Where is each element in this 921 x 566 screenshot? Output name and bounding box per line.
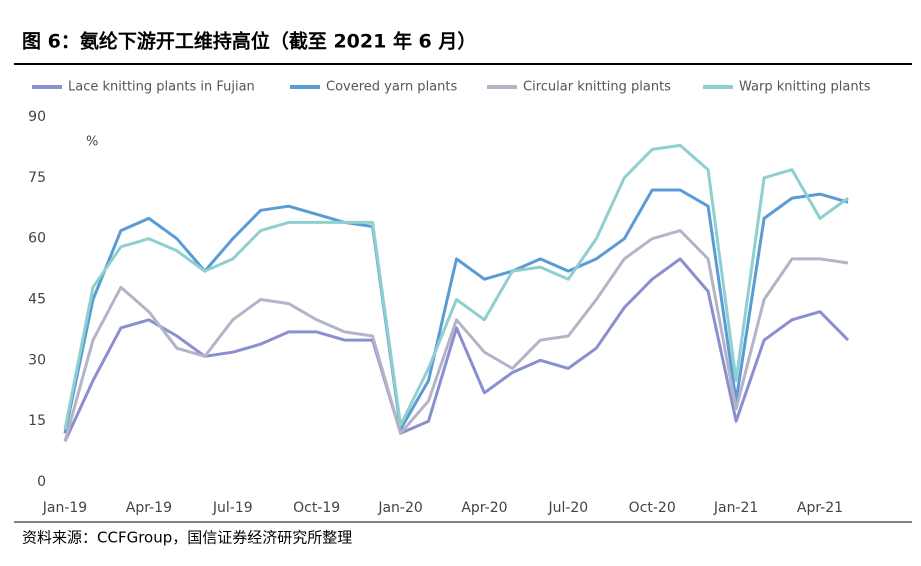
y-tick-label: 90	[28, 109, 46, 125]
y-tick-label: 30	[28, 352, 46, 368]
legend-label: Covered yarn plants	[326, 80, 457, 95]
y-unit: %	[86, 135, 98, 150]
series-line	[63, 143, 849, 430]
x-tick-label: Jul-19	[212, 500, 253, 516]
legend-label: Warp knitting plants	[739, 80, 871, 95]
chart-title: 图 6：氨纶下游开工维持高位（截至 2021 年 6 月）	[22, 30, 476, 53]
x-tick-label: Jul-20	[547, 500, 588, 516]
source-note: 资料来源：CCFGroup，国信证券经济研究所整理	[22, 529, 352, 547]
x-tick-label: Oct-20	[629, 500, 676, 516]
y-tick-label: 15	[28, 413, 46, 429]
series-line	[63, 229, 849, 442]
x-tick-label: Oct-19	[293, 500, 340, 516]
x-tick-label: Apr-20	[461, 500, 507, 516]
y-tick-label: 0	[37, 474, 46, 490]
x-tick-label: Jan-20	[377, 500, 422, 516]
x-tick-label: Apr-21	[797, 500, 843, 516]
legend-label: Circular knitting plants	[523, 80, 671, 95]
y-tick-label: 60	[28, 231, 46, 247]
y-tick-label: 75	[28, 170, 46, 186]
legend-label: Lace knitting plants in Fujian	[68, 80, 255, 95]
series-line	[63, 257, 850, 443]
x-tick-label: Apr-19	[126, 500, 172, 516]
y-tick-label: 45	[28, 292, 46, 308]
x-tick-label: Jan-21	[713, 500, 758, 516]
series-line	[63, 188, 849, 434]
x-tick-label: Jan-19	[42, 500, 87, 516]
